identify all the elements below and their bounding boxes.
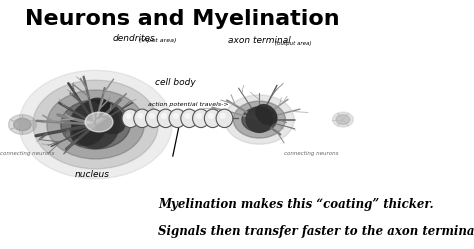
Ellipse shape (161, 113, 167, 119)
Ellipse shape (216, 109, 233, 127)
Text: axon terminal: axon terminal (228, 36, 291, 45)
Circle shape (47, 90, 144, 159)
Circle shape (85, 112, 113, 132)
Ellipse shape (122, 109, 139, 127)
Ellipse shape (246, 106, 273, 133)
Circle shape (9, 115, 36, 134)
Ellipse shape (204, 109, 221, 127)
Circle shape (19, 70, 172, 179)
Text: connecting neurons: connecting neurons (284, 151, 339, 156)
Circle shape (61, 100, 130, 149)
Circle shape (242, 107, 277, 132)
Text: nucleus: nucleus (74, 170, 109, 180)
Text: Signals then transfer faster to the axon terminal.: Signals then transfer faster to the axon… (158, 225, 474, 239)
Ellipse shape (70, 113, 107, 146)
Ellipse shape (181, 109, 198, 127)
Circle shape (332, 112, 354, 127)
Ellipse shape (173, 113, 179, 119)
Ellipse shape (255, 104, 277, 125)
Ellipse shape (149, 113, 155, 119)
Text: dendrites: dendrites (113, 34, 156, 43)
Ellipse shape (86, 100, 126, 134)
Ellipse shape (137, 113, 144, 119)
Text: (input area): (input area) (139, 38, 177, 43)
Ellipse shape (184, 113, 191, 119)
Text: Neurons and Myelination: Neurons and Myelination (25, 9, 340, 29)
Circle shape (336, 115, 350, 124)
Ellipse shape (85, 98, 113, 122)
Circle shape (33, 80, 158, 169)
Text: action potential travels->: action potential travels-> (148, 102, 228, 107)
Text: connecting neurons: connecting neurons (0, 151, 55, 156)
Circle shape (225, 95, 294, 144)
Ellipse shape (146, 109, 162, 127)
Ellipse shape (134, 109, 151, 127)
Ellipse shape (192, 109, 210, 127)
Ellipse shape (70, 101, 100, 128)
Text: Myelination makes this “coating” thicker.: Myelination makes this “coating” thicker… (158, 198, 434, 211)
Circle shape (14, 118, 31, 131)
Ellipse shape (219, 113, 226, 119)
Ellipse shape (169, 109, 186, 127)
Ellipse shape (157, 109, 174, 127)
Text: (output area): (output area) (275, 41, 311, 46)
Circle shape (233, 101, 285, 138)
Ellipse shape (208, 113, 214, 119)
Text: cell body: cell body (155, 78, 196, 87)
Ellipse shape (71, 100, 120, 149)
Ellipse shape (126, 113, 132, 119)
Ellipse shape (196, 113, 202, 119)
